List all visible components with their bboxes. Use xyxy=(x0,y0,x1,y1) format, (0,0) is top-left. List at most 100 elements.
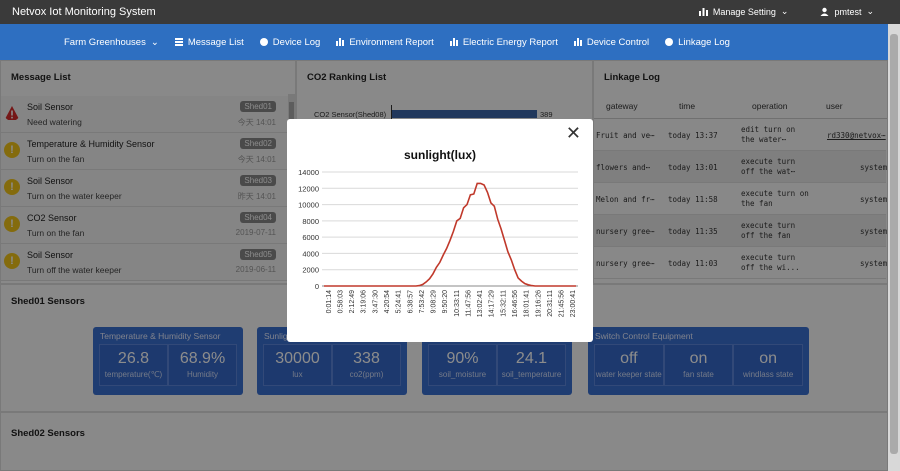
cell-time: today 13:01 xyxy=(668,163,718,172)
nav-environment-report[interactable]: Environment Report xyxy=(336,37,434,48)
x-tick-label: 5:24:41 xyxy=(396,290,403,313)
shed-badge: Shed05 xyxy=(240,249,276,260)
linkage-log-title: Linkage Log xyxy=(604,72,660,83)
y-tick-label: 4000 xyxy=(302,249,319,258)
message-time: 2019-07-11 xyxy=(235,228,276,237)
cell-label: fan state xyxy=(683,370,714,379)
nav-electric-energy-report[interactable]: Electric Energy Report xyxy=(449,36,558,48)
cell-time: today 11:03 xyxy=(668,259,718,268)
user-menu[interactable]: pmtest ⌄ xyxy=(820,6,874,17)
message-list-title: Message List xyxy=(11,72,71,83)
table-row[interactable]: flowers and⋯ today 13:01 execute turn of… xyxy=(594,151,888,183)
cell-label: co2(ppm) xyxy=(349,370,384,379)
cell-value: 30000 xyxy=(275,350,320,367)
cell-value: 68.9% xyxy=(179,350,226,367)
chevron-down-icon: ⌄ xyxy=(866,6,874,16)
table-row[interactable]: Fruit and ve⋯ today 13:37 edit turn on t… xyxy=(594,119,886,151)
x-tick-label: 21:45:56 xyxy=(559,290,566,317)
list-item[interactable]: Soil Sensor Need watering Shed01 今天 14:0… xyxy=(1,96,288,133)
nav-farm-greenhouses[interactable]: Farm Greenhouses ⌄ xyxy=(64,37,159,48)
nav-device-log-label: Device Log xyxy=(272,36,321,48)
cell-user: system xyxy=(860,163,888,172)
message-list: Soil Sensor Need watering Shed01 今天 14:0… xyxy=(1,94,288,284)
cell-label: soil_temperature xyxy=(501,370,562,379)
top-bar: Netvox Iot Monitoring System Manage Sett… xyxy=(0,0,900,24)
cell-gateway: flowers and⋯ xyxy=(596,163,651,172)
nav-electric-energy-report-label: Electric Energy Report xyxy=(462,36,558,48)
list-item[interactable]: ! Temperature & Humidity Sensor Turn on … xyxy=(1,133,288,170)
message-time: 2019-06-11 xyxy=(235,265,276,274)
main-nav: Farm Greenhouses ⌄ Message List Device L… xyxy=(0,24,888,60)
chevron-down-icon: ⌄ xyxy=(780,6,789,16)
table-divider xyxy=(594,118,887,119)
column-header-operation: operation xyxy=(752,101,788,111)
message-list-panel: Message List Soil Sensor Need watering S… xyxy=(0,60,296,284)
circle-icon xyxy=(665,38,674,46)
cell-gateway: Melon and fr⋯ xyxy=(596,195,655,204)
list-item[interactable]: ! Soil Sensor Turn off the water keeper … xyxy=(1,244,288,281)
cell-operation-line2: the water⋯ xyxy=(741,135,787,144)
water-keeper-cell: off water keeper state xyxy=(594,344,664,386)
nav-device-log[interactable]: Device Log xyxy=(259,36,321,48)
close-icon[interactable]: ✕ xyxy=(565,123,581,143)
cell-user: system xyxy=(860,227,888,236)
card-title: Switch Control Equipment xyxy=(595,331,693,341)
x-tick-label: 19:16:26 xyxy=(535,290,542,317)
exclamation-icon: ! xyxy=(4,142,20,158)
x-tick-label: 0:58:03 xyxy=(337,290,344,313)
chart-title: sunlight(lux) xyxy=(404,148,476,162)
nav-message-list[interactable]: Message List xyxy=(174,37,244,48)
table-row[interactable]: nursery gree⋯ today 11:35 execute turn o… xyxy=(594,215,888,247)
table-row[interactable]: nursery gree⋯ today 11:03 execute turn o… xyxy=(594,247,888,279)
cell-operation-line1: execute turn xyxy=(741,221,796,230)
x-tick-label: 11:47:56 xyxy=(465,290,472,317)
co2-ranking-value: 389 xyxy=(540,110,553,119)
cell-gateway: nursery gree⋯ xyxy=(596,227,655,236)
shed02-sensors-panel: Shed02 Sensors xyxy=(0,412,888,471)
warning-triangle-icon xyxy=(4,106,20,120)
bar-chart-icon xyxy=(336,38,345,46)
list-item[interactable]: ! CO2 Sensor Turn on the fan Shed04 2019… xyxy=(1,207,288,244)
message-time: 今天 14:01 xyxy=(237,155,276,164)
nav-linkage-log-label: Linkage Log xyxy=(678,36,730,48)
fan-cell: on fan state xyxy=(663,344,734,386)
user-icon xyxy=(820,7,829,16)
y-tick-label: 2000 xyxy=(302,266,319,275)
y-tick-label: 12000 xyxy=(298,184,319,193)
temperature-humidity-card[interactable]: Temperature & Humidity Sensor 26.8 temper… xyxy=(93,327,243,395)
cell-time: today 11:58 xyxy=(668,195,718,204)
shed-badge: Shed02 xyxy=(240,138,276,149)
cell-value: 26.8 xyxy=(117,350,150,367)
cell-operation-line2: off the wat⋯ xyxy=(741,167,796,176)
cell-time: today 11:35 xyxy=(668,227,718,236)
cell-user-link[interactable]: rd330@netvox⋯ xyxy=(827,131,886,140)
manage-setting-label: Manage Setting xyxy=(712,6,776,17)
manage-setting-menu[interactable]: Manage Setting ⌄ xyxy=(698,6,789,17)
x-tick-label: 4:20:54 xyxy=(384,290,391,313)
table-row[interactable]: Melon and fr⋯ today 11:58 execute turn o… xyxy=(594,183,888,215)
exclamation-icon: ! xyxy=(4,253,20,269)
shed01-title: Shed01 Sensors xyxy=(11,296,85,307)
cell-user: system xyxy=(860,259,888,268)
co2-cell: 338 co2(ppm) xyxy=(332,344,401,386)
co2-ranking-axis xyxy=(391,105,392,119)
nav-device-control[interactable]: Device Control xyxy=(573,36,650,48)
page-scrollbar-thumb[interactable] xyxy=(890,34,898,454)
shed-badge: Shed01 xyxy=(240,101,276,112)
message-sensor: CO2 Sensor xyxy=(27,213,77,223)
list-item[interactable]: ! Soil Sensor Turn on the water keeper S… xyxy=(1,170,288,207)
sunlight-line-chart: 0 2000 4000 6000 8000 10000 12000 14000 0:01:14 0… xyxy=(298,168,578,317)
x-tick-label: 20:31:11 xyxy=(547,290,554,317)
page-scrollbar[interactable] xyxy=(888,24,900,471)
cell-user: system xyxy=(860,195,888,204)
nav-linkage-log[interactable]: Linkage Log xyxy=(665,37,730,48)
x-tick-label: 3:47:30 xyxy=(372,290,379,313)
app-title: Netvox Iot Monitoring System xyxy=(12,6,156,18)
message-text: Turn off the water keeper xyxy=(27,265,122,275)
nav-device-control-label: Device Control xyxy=(586,36,650,48)
card-title: Temperature & Humidity Sensor xyxy=(100,331,221,341)
nav-farm-label: Farm Greenhouses xyxy=(64,36,146,48)
switch-control-card[interactable]: Switch Control Equipment off water keeper… xyxy=(588,327,809,395)
x-tick-label: 2:12:49 xyxy=(349,290,356,313)
x-tick-label: 6:38:57 xyxy=(407,290,414,313)
